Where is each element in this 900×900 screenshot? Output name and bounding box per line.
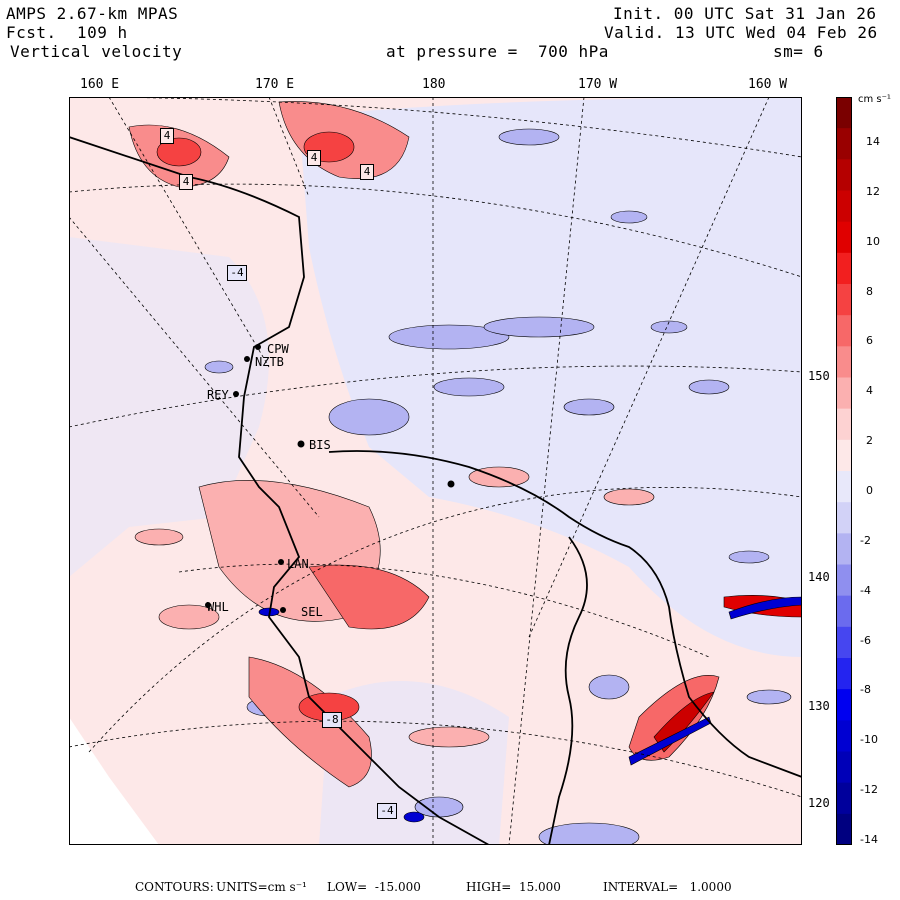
- colorbar-swatch: [836, 813, 852, 845]
- model-title: AMPS 2.67-km MPAS: [6, 4, 179, 23]
- colorbar-swatch: [836, 252, 852, 285]
- colorbar-tick-label: 14: [866, 134, 880, 148]
- footer-interval: INTERVAL= 1.0000: [603, 880, 732, 894]
- max-box: 4: [360, 164, 374, 180]
- colorbar-tick-label: 8: [866, 284, 873, 298]
- colorbar-tick-label: 10: [866, 234, 880, 248]
- colorbar-tick-label: 0: [866, 484, 873, 497]
- colorbar-swatch: [836, 408, 852, 441]
- lat-label-140w: 140 W: [808, 570, 845, 584]
- colorbar-frame: [836, 97, 852, 845]
- coastline: [69, 136, 802, 845]
- colorbar-swatch: [836, 315, 852, 347]
- lon-label-180: 180: [422, 77, 446, 92]
- colorbar-tick-label: -4: [860, 583, 871, 597]
- station-lan: LAN: [287, 557, 309, 571]
- lat-label-150w: 150 W: [808, 369, 845, 383]
- colorbar-tick-label: -6: [860, 633, 871, 647]
- colorbar-swatch: [836, 782, 852, 815]
- valid-time: Valid. 13 UTC Wed 04 Feb 26: [604, 23, 878, 42]
- colorbar-swatch: [836, 564, 852, 597]
- colorbar-swatch: [836, 626, 852, 659]
- station-whl: WHL: [207, 600, 229, 614]
- colorbar-swatch: [836, 346, 852, 378]
- station-cpw: CPW: [267, 342, 289, 356]
- lon-label-160w: 160 W: [748, 77, 788, 92]
- colorbar-tick-label: 4: [866, 384, 873, 398]
- colorbar-swatch: [836, 502, 852, 534]
- colorbar-swatch: [836, 159, 852, 191]
- max-box: 4: [160, 128, 174, 144]
- blue-anomalies: [204, 128, 792, 845]
- colorbar-unit: cm s⁻¹: [858, 94, 891, 105]
- colorbar-swatch: [836, 471, 852, 503]
- station-markers: [205, 344, 455, 613]
- pressure-level: at pressure = 700 hPa: [386, 42, 609, 61]
- graticule: [69, 97, 802, 845]
- colorbar-swatch: [836, 439, 852, 472]
- colorbar-tick-label: -12: [860, 783, 878, 797]
- smoothing: sm= 6: [773, 42, 824, 61]
- colorbar-swatch: [836, 97, 852, 129]
- colorbar-tick-label: -2: [860, 533, 871, 547]
- lat-label-120w: 120 W: [808, 796, 845, 810]
- lon-label-160e: 160 E: [80, 77, 120, 92]
- lat-label-130w: 130 W: [808, 699, 845, 713]
- colorbar-tick-label: -8: [860, 683, 871, 697]
- colorbar-tick-label: 6: [866, 334, 873, 348]
- colorbar-swatch: [836, 284, 852, 316]
- colorbar-swatch: [836, 377, 852, 410]
- footer-low: LOW= -15.000: [327, 880, 421, 894]
- lon-label-170w: 170 W: [578, 77, 618, 92]
- colorbar-swatch: [836, 595, 852, 628]
- colorbar-swatch: [836, 221, 852, 254]
- min-box: -4: [227, 265, 247, 281]
- negative-velocity-regions: [69, 97, 802, 845]
- max-box: 4: [179, 174, 193, 190]
- colorbar-tick-label: 2: [866, 434, 873, 448]
- colorbar-swatch: [836, 658, 852, 690]
- max-box: 4: [307, 150, 321, 166]
- station-nztb: NZTB: [255, 355, 284, 369]
- colorbar-swatch: [836, 689, 852, 721]
- colorbar-swatch: [836, 190, 852, 223]
- colorbar-tick-label: 12: [866, 184, 880, 198]
- lon-label-170e: 170 E: [255, 77, 295, 92]
- colorbar: [836, 97, 852, 845]
- colorbar-tick-label: -14: [860, 833, 878, 847]
- colorbar-swatch: [836, 533, 852, 565]
- colorbar-swatch: [836, 720, 852, 752]
- station-sel: SEL: [301, 605, 323, 619]
- colorbar-swatch: [836, 751, 852, 784]
- station-bis: BIS: [309, 438, 331, 452]
- colorbar-tick-label: -10: [860, 733, 878, 747]
- forecast-hour: Fcst. 109 h: [6, 23, 128, 42]
- min-box: -8: [322, 712, 342, 728]
- footer-high: HIGH= 15.000: [466, 880, 561, 894]
- map-panel: [69, 97, 802, 845]
- min-box: -4: [377, 803, 397, 819]
- map-frame: [69, 97, 802, 845]
- field-name: Vertical velocity: [10, 42, 183, 61]
- footer-contours: CONTOURS:: [135, 880, 214, 894]
- init-time: Init. 00 UTC Sat 31 Jan 26: [613, 4, 877, 23]
- colorbar-swatch: [836, 128, 852, 160]
- station-rey: REY: [207, 388, 229, 402]
- footer-units: UNITS=cm s⁻¹: [216, 880, 307, 894]
